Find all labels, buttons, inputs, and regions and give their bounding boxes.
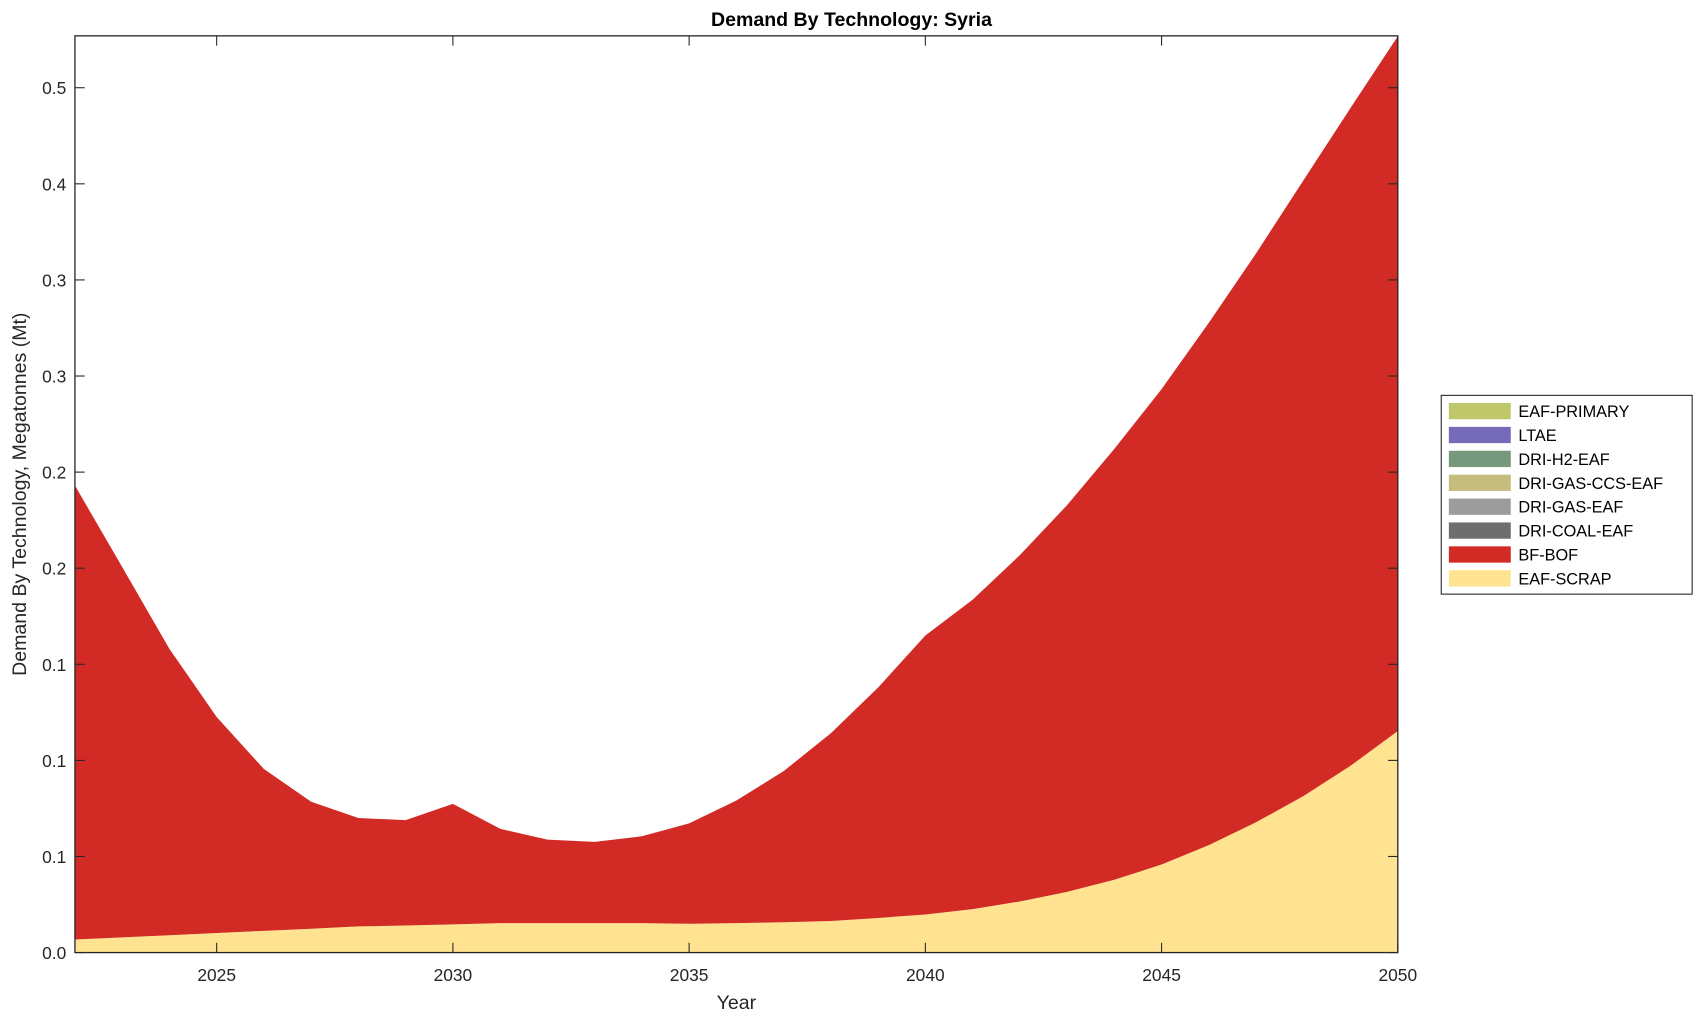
legend-swatch [1448, 546, 1511, 563]
x-tick-label: 2030 [434, 965, 473, 985]
legend-swatch [1448, 498, 1511, 515]
areas [74, 36, 1398, 953]
legend-swatch [1448, 402, 1511, 420]
area-bf-bof [74, 36, 1398, 940]
legend-swatch [1448, 450, 1511, 468]
y-tick-label: 0.4 [42, 174, 66, 194]
x-tick-label: 2045 [1142, 965, 1181, 985]
y-tick-label: 0.2 [42, 559, 66, 579]
legend-label: BF-BOF [1518, 546, 1578, 564]
legend-swatch [1448, 570, 1511, 587]
y-tick-label: 0.3 [42, 270, 66, 290]
area-eaf-scrap [74, 730, 1398, 953]
x-tick-label: 2025 [197, 965, 236, 985]
legend-label: DRI-GAS-EAF [1518, 499, 1623, 517]
legend-swatch [1448, 474, 1511, 491]
y-tick-label: 0.1 [42, 655, 66, 675]
y-tick-label: 0.5 [42, 78, 66, 98]
chart-title: Demand By Technology: Syria [711, 9, 992, 31]
legend-label: DRI-COAL-EAF [1518, 523, 1633, 541]
y-tick-label: 0.3 [42, 367, 66, 387]
y-tick-label: 0.1 [42, 751, 66, 771]
y-axis-label: Demand By Technology, Megatonnes (Mt) [9, 313, 31, 676]
legend: EAF-PRIMARY LTAE DRI-H2-EAF DRI-GAS-CCS-EAF… [1440, 394, 1693, 595]
y-tick-label: 0.1 [42, 847, 66, 867]
legend-swatch [1448, 426, 1511, 444]
x-tick-label: 2050 [1378, 965, 1417, 985]
legend-label: LTAE [1518, 427, 1556, 445]
legend-label: EAF-PRIMARY [1518, 403, 1629, 421]
legend-label: DRI-H2-EAF [1518, 451, 1609, 469]
x-tick-label: 2035 [670, 965, 709, 985]
y-axis: 0.0 0.1 0.1 0.1 0.2 0.2 0.3 0.3 0.4 0.5 [42, 78, 1398, 963]
legend-label: EAF-SCRAP [1518, 570, 1611, 588]
x-axis: 2025 2030 2035 2040 2045 2050 [197, 35, 1417, 985]
x-axis-label: Year [717, 992, 757, 1014]
x-tick-label: 2040 [906, 965, 945, 985]
y-tick-label: 0.0 [42, 943, 66, 963]
y-tick-label: 0.2 [42, 463, 66, 483]
legend-label: DRI-GAS-CCS-EAF [1518, 475, 1663, 493]
legend-swatch [1448, 522, 1511, 539]
plot-frame [74, 35, 1399, 954]
